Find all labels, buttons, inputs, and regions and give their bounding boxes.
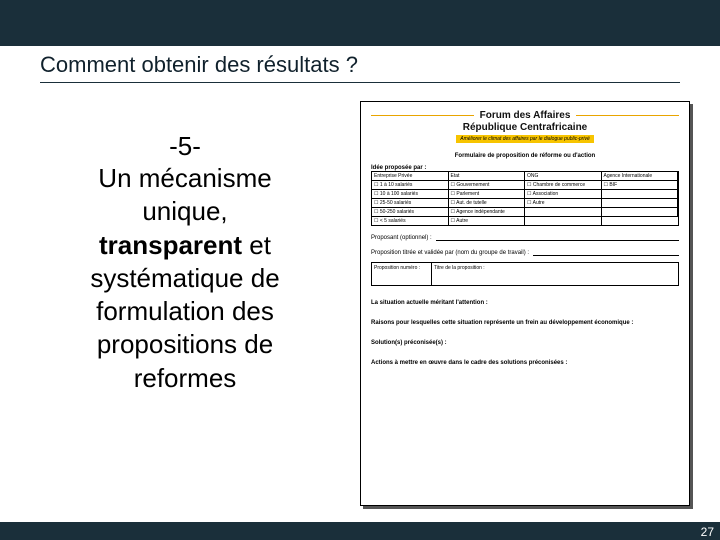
section-3: Solution(s) préconisée(s) : [371,340,679,346]
brand-title-1: Forum des Affaires [480,110,571,121]
cell [602,190,679,199]
prop-num-label: Proposition numéro : [372,263,432,285]
cell: < 5 salariés [372,217,449,225]
line-1: Un mécanisme [20,162,350,195]
title-underline [40,82,680,83]
cell: Autre [449,217,526,225]
right-form: Forum des Affaires République Centrafric… [360,101,720,506]
brand-block: Forum des Affaires République Centrafric… [371,110,679,143]
page-number: 27 [701,525,714,539]
cell [602,199,679,208]
cell [602,208,679,217]
cell: Parlement [449,190,526,199]
proposant-line [436,234,679,241]
cell: Gouvernement [449,181,526,190]
section-1: La situation actuelle méritant l'attenti… [371,300,679,306]
slide-title: Comment obtenir des résultats ? [40,52,358,78]
cell [602,217,679,225]
section-4: Actions à mettre en œuvre dans le cadre … [371,360,679,366]
line-6: propositions de [20,328,350,361]
cell: Autre [525,199,602,208]
titled-line [533,249,679,256]
cell: 25-50 salariés [372,199,449,208]
cell: 50-250 salariés [372,208,449,217]
line-2: unique, [20,195,350,228]
rule-right [576,115,679,117]
line-3: transparent et [20,229,350,262]
col-h-1: Etat [449,172,526,181]
highlight: transparent [99,230,242,260]
cell: Agence indépendante [449,208,526,217]
title-wrap: Comment obtenir des résultats ? [0,46,720,78]
line-3b: et [242,230,271,260]
section-2: Raisons pour lesquelles cette situation … [371,320,679,326]
left-text: -5- Un mécanisme unique, transparent et … [0,101,360,506]
cell: Aut. de tutelle [449,199,526,208]
brand-tagline: Améliorer le climat des affaires par le … [456,135,594,143]
top-bar [0,0,720,46]
cell: 1 à 10 salariés [372,181,449,190]
cell [525,217,602,225]
brand-title-2: République Centrafricaine [371,122,679,133]
cell: Association [525,190,602,199]
line-5: formulation des [20,295,350,328]
brand-line-1: Forum des Affaires [371,110,679,121]
form-document: Forum des Affaires République Centrafric… [360,101,690,506]
form-heading: Formulaire de proposition de réforme ou … [371,153,679,159]
proposant-label: Proposant (optionnel) : [371,235,432,241]
body: -5- Un mécanisme unique, transparent et … [0,101,720,506]
col-h-0: Entreprise Privée [372,172,449,181]
prop-box: Proposition numéro : Titre de la proposi… [371,262,679,286]
cell: Chambre de commerce [525,181,602,190]
bullet-number: -5- [20,131,350,162]
rule-left [371,115,474,117]
line-4: systématique de [20,262,350,295]
category-grid: Entreprise Privée Etat ONG Agence Intern… [371,171,679,226]
prop-title-label: Titre de la proposition : [432,263,678,285]
cell [525,208,602,217]
cell: 10 à 100 salariés [372,190,449,199]
titled-row: Proposition titrée et validée par (nom d… [371,249,679,256]
line-7: reformes [20,362,350,395]
cell: BIF [602,181,679,190]
footer-bar: 27 [0,522,720,540]
proposant-row: Proposant (optionnel) : [371,234,679,241]
titled-label: Proposition titrée et validée par (nom d… [371,250,529,256]
col-h-3: Agence Internationale [602,172,679,181]
col-h-2: ONG [525,172,602,181]
